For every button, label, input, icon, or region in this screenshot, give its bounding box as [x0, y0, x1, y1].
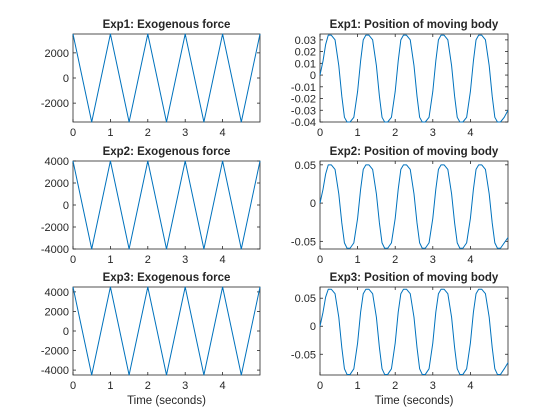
- subplot-title: Exp3: Exogenous force: [103, 272, 231, 284]
- y-tick-label: -2000: [41, 98, 69, 110]
- y-tick-label: 0.05: [295, 160, 316, 172]
- x-tick-label: 0: [70, 254, 76, 266]
- x-tick-label: 4: [220, 127, 226, 139]
- x-tick-label: 2: [392, 380, 398, 392]
- subplot-5: Exp3: Exogenous force 0 1 2 3 4 -4000 -2000 0 200…: [41, 272, 261, 407]
- series-line: [319, 34, 509, 123]
- subplot-3: Exp2: Exogenous force 0 1 2 3 4 -4000 -2000 0 200…: [41, 146, 261, 266]
- y-tick-label: -0.05: [291, 236, 316, 248]
- axes-box: [319, 160, 509, 250]
- y-tick-label: 0.05: [295, 293, 316, 305]
- x-tick-label: 0: [317, 380, 323, 392]
- x-tick-label: 3: [430, 254, 436, 266]
- y-tick-label: 4000: [45, 156, 69, 168]
- y-tick-label: -0.05: [291, 349, 316, 361]
- x-tick-label: 1: [107, 380, 113, 392]
- series-line: [72, 160, 261, 250]
- axes-box: [72, 160, 261, 250]
- x-tick-label: 3: [182, 127, 188, 139]
- x-tick-label: 3: [430, 380, 436, 392]
- y-tick-label: 0: [63, 326, 69, 338]
- series-line: [72, 33, 261, 123]
- x-tick-label: 3: [182, 380, 188, 392]
- x-tick-label: 2: [145, 127, 151, 139]
- x-tick-label: 3: [182, 254, 188, 266]
- x-tick-label: 1: [107, 127, 113, 139]
- y-tick-label: 0: [63, 200, 69, 212]
- subplot-title: Exp2: Position of moving body: [330, 146, 499, 158]
- series-line: [319, 288, 509, 375]
- x-tick-label: 4: [220, 380, 226, 392]
- y-tick-label: 2000: [45, 306, 69, 318]
- y-tick-label: 0.02: [295, 47, 316, 59]
- x-tick-label: 0: [70, 127, 76, 139]
- series-line: [319, 164, 509, 249]
- y-tick-label: -0.02: [291, 94, 316, 106]
- y-tick-label: 0: [63, 73, 69, 85]
- y-tick-label: -0.03: [291, 105, 316, 117]
- y-tick-label: -4000: [41, 365, 69, 377]
- y-tick-label: 2000: [45, 178, 69, 190]
- x-tick-label: 2: [392, 254, 398, 266]
- x-tick-label: 4: [467, 380, 473, 392]
- subplot-title: Exp1: Exogenous force: [103, 19, 231, 31]
- y-tick-label: -4000: [41, 244, 69, 256]
- subplot-1: Exp1: Exogenous force 0 1 2 3 4 -2000 0 2000: [41, 19, 261, 139]
- x-tick-label: 4: [467, 127, 473, 139]
- y-tick-label: 4000: [45, 287, 69, 299]
- axes-box: [72, 33, 261, 123]
- y-tick-label: 0: [310, 321, 316, 333]
- x-axis-label: Time (seconds): [127, 395, 206, 407]
- axes-box: [319, 286, 509, 376]
- x-axis-label: Time (seconds): [375, 395, 454, 407]
- y-tick-label: 0.01: [295, 58, 316, 70]
- x-tick-label: 4: [220, 254, 226, 266]
- x-tick-label: 1: [355, 380, 361, 392]
- y-tick-label: 0: [310, 198, 316, 210]
- y-tick-label: 0.03: [295, 35, 316, 47]
- x-tick-label: 1: [107, 254, 113, 266]
- y-tick-label: 2000: [45, 48, 69, 60]
- x-tick-label: 3: [430, 127, 436, 139]
- y-tick-label: -2000: [41, 346, 69, 358]
- y-tick-label: -0.04: [291, 117, 316, 129]
- y-tick-label: -2000: [41, 222, 69, 234]
- y-tick-label: 0: [310, 70, 316, 82]
- subplot-title: Exp1: Position of moving body: [330, 19, 499, 31]
- subplot-title: Exp3: Position of moving body: [330, 272, 499, 284]
- x-tick-label: 0: [70, 380, 76, 392]
- x-tick-label: 0: [317, 254, 323, 266]
- y-tick-label: -0.01: [291, 82, 316, 94]
- x-tick-label: 0: [317, 127, 323, 139]
- x-tick-label: 4: [467, 254, 473, 266]
- axes-box: [319, 33, 509, 123]
- x-tick-label: 2: [392, 127, 398, 139]
- subplot-6: Exp3: Position of moving body 0 1 2 3 4 -0.05 0…: [291, 272, 509, 407]
- x-tick-label: 2: [145, 254, 151, 266]
- x-tick-label: 2: [145, 380, 151, 392]
- x-tick-label: 1: [355, 127, 361, 139]
- x-tick-label: 1: [355, 254, 361, 266]
- series-line: [72, 286, 261, 376]
- subplot-title: Exp2: Exogenous force: [103, 146, 231, 158]
